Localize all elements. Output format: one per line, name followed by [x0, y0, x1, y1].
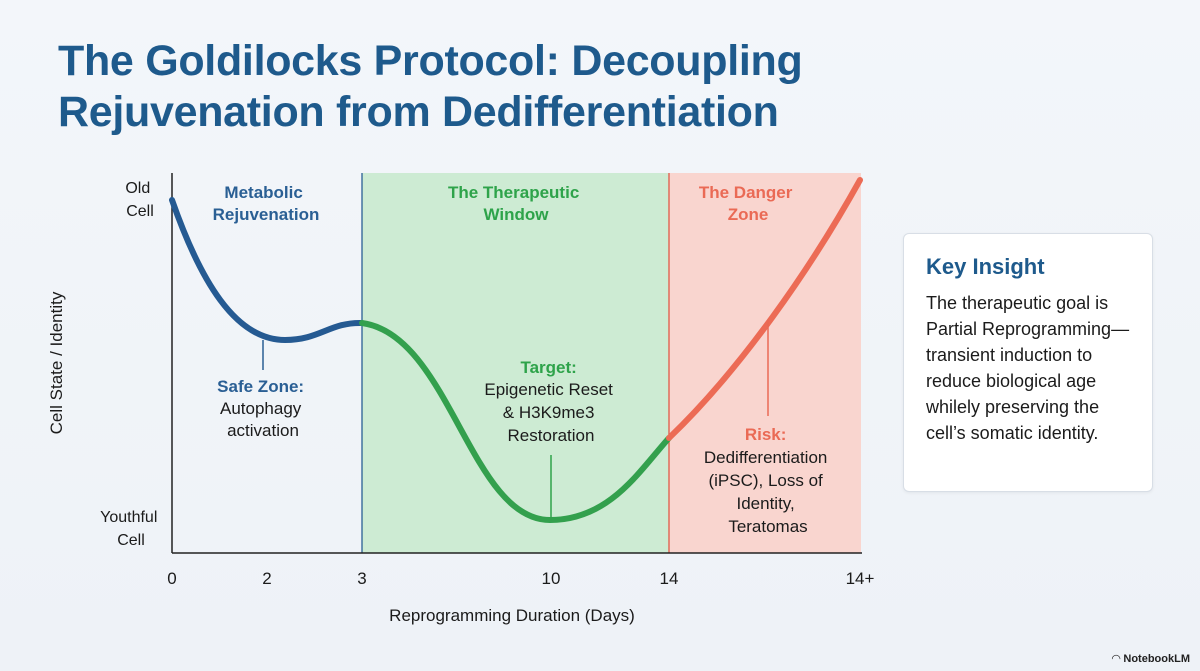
x-tick-14plus: 14+	[846, 569, 875, 588]
key-insight-title: Key Insight	[926, 254, 1045, 279]
annotation-target-l1: Epigenetic Reset	[484, 380, 613, 399]
brand-watermark: ◠ NotebookLM	[1112, 652, 1190, 665]
zone-title-metabolic: Metabolic Rejuvenation	[213, 183, 320, 224]
annotation-risk-l3: Identity,	[736, 494, 794, 513]
annotation-target: Target: Epigenetic Reset & H3K9me3 Resto…	[484, 358, 617, 445]
annotation-target-title: Target:	[520, 358, 576, 377]
y-tick-youthful-l1: Youthful	[100, 509, 157, 526]
curve-danger	[666, 177, 863, 441]
annotation-safe-l1: Autophagy	[220, 399, 302, 418]
x-tick-3: 3	[357, 569, 366, 588]
annotation-safe-title: Safe Zone:	[217, 377, 304, 396]
curve-therapeutic	[359, 320, 672, 524]
zone-title-therapeutic-l1: The Therapeutic	[448, 183, 579, 202]
annotation-risk-title: Risk:	[745, 425, 787, 444]
annotation-safe-l2: activation	[227, 421, 299, 440]
zone-title-therapeutic: The Therapeutic Window	[448, 183, 584, 224]
annotation-target-l2: & H3K9me3	[503, 403, 595, 422]
annotation-risk-l1: Dedifferentiation	[704, 448, 828, 467]
key-insight-card: Key Insight The therapeutic goal is Part…	[903, 233, 1153, 492]
notebooklm-logo-icon: ◠	[1111, 653, 1121, 665]
y-tick-youthful: Youthful Cell	[100, 509, 162, 549]
annotation-risk-l4: Teratomas	[728, 517, 807, 536]
annotation-risk-l2: (iPSC), Loss of	[708, 471, 823, 490]
x-tick-0: 0	[167, 569, 176, 588]
curve-rejuvenation	[169, 197, 365, 344]
therapeutic-zone-bg	[362, 173, 669, 553]
annotation-risk: Risk: Dedifferentiation (iPSC), Loss of …	[704, 425, 832, 536]
y-tick-old: Old Cell	[125, 180, 154, 220]
x-tick-2: 2	[262, 569, 271, 588]
key-insight-body: The therapeutic goal is Partial Reprogra…	[926, 293, 1130, 443]
annotation-target-l3: Restoration	[508, 426, 595, 445]
brand-name: NotebookLM	[1123, 653, 1190, 665]
zone-title-metabolic-l1: Metabolic	[224, 183, 302, 202]
zone-title-danger-l2: Zone	[728, 205, 769, 224]
x-tick-10: 10	[542, 569, 561, 588]
page-title: The Goldilocks Protocol: Decoupling Reju…	[58, 37, 803, 136]
y-tick-old-l2: Cell	[126, 203, 154, 220]
x-ticks: 0 2 3 10 14 14+	[167, 569, 874, 588]
y-axis-label: Cell State / Identity	[47, 291, 66, 434]
zone-title-danger: The Danger Zone	[699, 183, 797, 224]
y-tick-youthful-l2: Cell	[117, 532, 145, 549]
x-axis-label: Reprogramming Duration (Days)	[389, 606, 635, 625]
zone-title-therapeutic-l2: Window	[484, 205, 550, 224]
x-tick-14: 14	[660, 569, 679, 588]
annotation-safe-zone: Safe Zone: Autophagy activation	[217, 377, 309, 440]
zone-title-metabolic-l2: Rejuvenation	[213, 205, 320, 224]
zone-title-danger-l1: The Danger	[699, 183, 793, 202]
y-tick-old-l1: Old	[125, 180, 150, 197]
